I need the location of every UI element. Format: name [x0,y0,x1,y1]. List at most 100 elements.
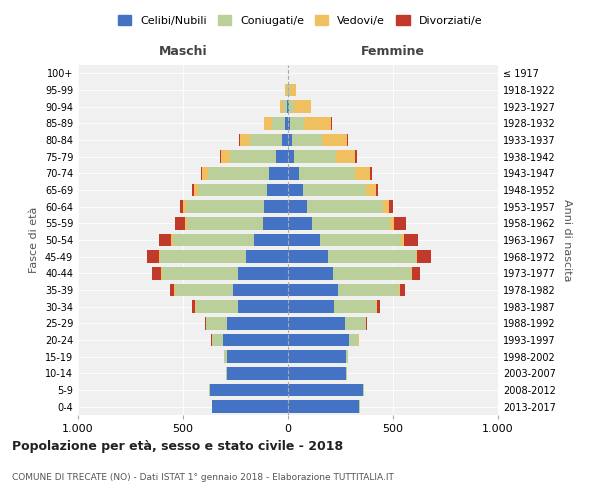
Bar [355,150,357,163]
Bar [206,317,227,330]
Bar [288,217,312,230]
Bar [400,284,405,296]
Bar [205,317,206,330]
Bar [172,234,173,246]
Bar [288,184,303,196]
Bar [180,200,183,213]
Bar [238,267,288,280]
Bar [192,300,195,313]
Bar [198,184,267,196]
Bar [288,267,333,280]
Bar [277,150,288,163]
Bar [288,250,328,263]
Bar [267,184,288,196]
Bar [233,284,288,296]
Bar [240,134,250,146]
Bar [394,217,406,230]
Bar [366,184,376,196]
Bar [162,267,238,280]
Bar [272,117,285,130]
Bar [227,367,288,380]
Bar [263,217,288,230]
Bar [312,217,390,230]
Text: Maschi: Maschi [158,46,208,59]
Bar [290,117,304,130]
Bar [288,200,307,213]
Bar [230,150,277,163]
Legend: Celibi/Nubili, Coniugati/e, Vedovi/e, Divorziati/e: Celibi/Nubili, Coniugati/e, Vedovi/e, Di… [113,10,487,30]
Bar [288,384,362,396]
Bar [289,84,290,96]
Bar [201,167,202,179]
Bar [288,100,289,113]
Bar [411,267,412,280]
Bar [224,350,227,363]
Y-axis label: Fasce di età: Fasce di età [29,207,39,273]
Bar [161,267,162,280]
Bar [288,400,359,413]
Bar [290,84,296,96]
Bar [160,250,246,263]
Bar [346,367,347,380]
Bar [264,117,272,130]
Bar [344,317,366,330]
Bar [220,150,221,163]
Text: Femmine: Femmine [361,46,425,59]
Bar [320,234,401,246]
Bar [187,217,263,230]
Bar [175,217,185,230]
Bar [349,334,358,346]
Bar [212,334,223,346]
Bar [416,250,417,263]
Bar [389,200,393,213]
Bar [209,384,211,396]
Bar [347,134,348,146]
Bar [264,200,288,213]
Bar [221,150,230,163]
Bar [299,167,355,179]
Bar [288,334,349,346]
Bar [250,134,282,146]
Bar [334,300,376,313]
Bar [412,267,420,280]
Bar [269,167,288,179]
Bar [159,234,172,246]
Bar [186,200,264,213]
Bar [337,150,355,163]
Bar [417,250,431,263]
Bar [346,350,348,363]
Bar [288,317,344,330]
Bar [370,167,371,179]
Bar [288,167,299,179]
Bar [280,100,283,113]
Bar [185,217,187,230]
Bar [289,100,295,113]
Bar [303,184,366,196]
Bar [226,367,227,380]
Bar [254,234,288,246]
Bar [401,234,404,246]
Bar [288,300,334,313]
Bar [170,284,174,296]
Bar [376,184,379,196]
Bar [173,234,254,246]
Bar [288,117,290,130]
Bar [211,384,288,396]
Bar [246,250,288,263]
Bar [238,300,288,313]
Bar [283,100,287,113]
Bar [288,284,338,296]
Bar [331,117,332,130]
Bar [295,100,311,113]
Bar [366,317,367,330]
Bar [175,284,233,296]
Bar [338,284,400,296]
Bar [183,200,186,213]
Bar [208,167,269,179]
Bar [307,200,383,213]
Bar [288,134,292,146]
Bar [404,234,418,246]
Bar [174,284,175,296]
Bar [223,334,288,346]
Bar [212,400,288,413]
